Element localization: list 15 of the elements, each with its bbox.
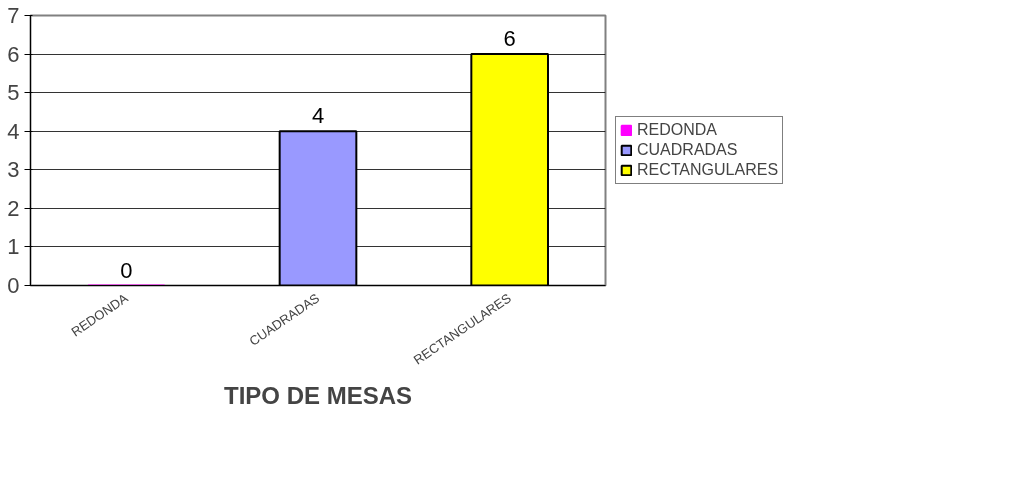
- legend-label: CUADRADAS: [637, 141, 738, 159]
- y-tick-label: 3: [7, 157, 20, 183]
- data-label: 6: [503, 26, 516, 52]
- y-tick-label: 0: [7, 273, 20, 298]
- y-tick-label: 2: [7, 195, 20, 221]
- y-tick-label: 7: [7, 3, 20, 28]
- legend-label: RECTANGULARES: [637, 161, 779, 179]
- y-tick-label: 6: [7, 41, 20, 67]
- x-axis-title: TIPO DE MESAS: [223, 381, 413, 409]
- legend-label: REDONDA: [637, 121, 718, 139]
- y-tick-label: 5: [7, 80, 20, 106]
- y-tick-label: 4: [7, 118, 20, 144]
- data-label: 4: [311, 103, 325, 129]
- y-tick-label: 1: [7, 234, 20, 260]
- data-label: 0: [120, 257, 133, 283]
